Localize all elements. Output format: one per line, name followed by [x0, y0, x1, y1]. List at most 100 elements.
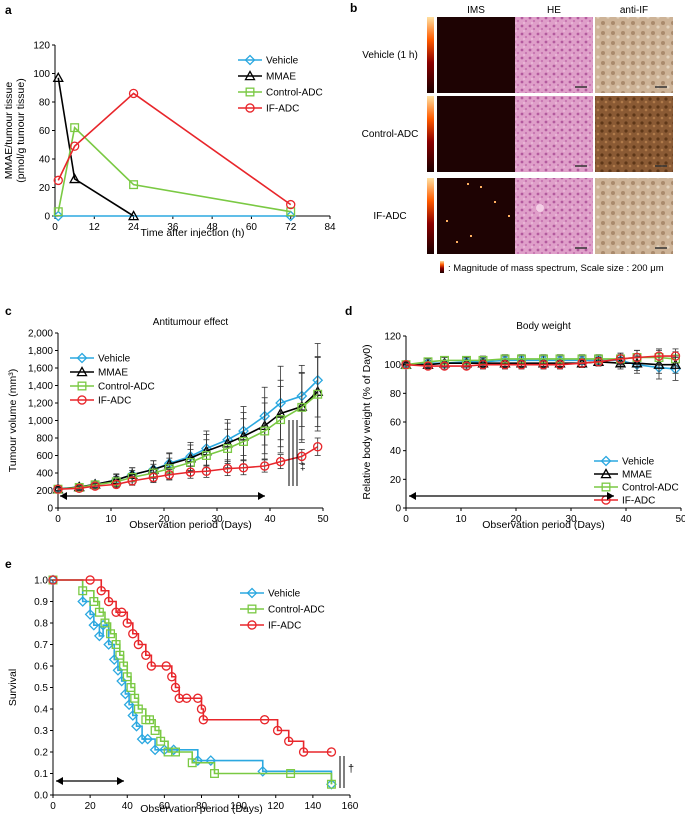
caption-scale-swatch [440, 261, 444, 273]
data-point [297, 402, 307, 412]
ims-signal [456, 241, 458, 243]
y-tick-label: 80 [39, 98, 51, 109]
y-tick-label: 0.5 [34, 683, 48, 694]
x-axis-label: Time after injection (h) [140, 227, 244, 239]
data-point [164, 470, 175, 480]
data-point [131, 720, 142, 732]
data-point [127, 710, 139, 721]
data-point [297, 451, 307, 462]
series-control-adc [48, 575, 336, 789]
data-point [260, 426, 270, 436]
y-tick-label: 1.0 [34, 576, 48, 587]
data-point [593, 357, 604, 367]
data-point [555, 359, 565, 370]
y-tick-label: 40 [390, 446, 402, 457]
x-tick-label: 40 [122, 801, 134, 812]
legend-marker [76, 352, 88, 364]
y-tick-label: 60 [39, 126, 51, 137]
data-point [284, 736, 294, 746]
x-tick-label: 0 [403, 514, 409, 525]
x-axis-label: Observation period (Days) [129, 519, 252, 531]
data-point [313, 389, 323, 399]
x-tick-label: 0 [52, 222, 58, 233]
data-point [286, 207, 296, 217]
data-point [205, 755, 217, 767]
x-tick-label: 160 [342, 801, 359, 812]
ims-signal [470, 235, 472, 237]
legend-label: MMAE [266, 72, 296, 83]
data-point [170, 682, 181, 693]
data-point [122, 672, 132, 682]
data-point [286, 199, 296, 210]
data-point [238, 463, 249, 473]
column-header: anti-IF [620, 5, 648, 16]
x-tick-label: 0 [55, 514, 61, 525]
series-if-adc [48, 575, 337, 757]
data-point [103, 596, 114, 607]
legend-label: Control-ADC [98, 382, 155, 393]
legend: Vehicle Control-ADC IF-ADC [240, 587, 325, 632]
legend-marker [247, 620, 257, 630]
y-tick-label: 0.4 [34, 705, 48, 716]
legend-marker [245, 87, 255, 97]
data-point [161, 661, 171, 671]
anti-if-image [595, 178, 673, 254]
data-point [156, 736, 166, 746]
data-point [439, 361, 450, 371]
data-point [129, 180, 139, 190]
ims-signal [467, 183, 469, 185]
data-point [88, 619, 100, 631]
chart-title: Antitumour effect [153, 317, 229, 328]
x-tick-label: 30 [211, 514, 223, 525]
heat-scale-bar [427, 96, 434, 172]
column-header: HE [547, 5, 561, 16]
data-point [478, 359, 488, 370]
anti-if-image [595, 17, 673, 93]
data-point [461, 361, 472, 371]
legend-marker [601, 482, 611, 492]
row-label: IF-ADC [373, 211, 406, 222]
x-tick-label: 12 [89, 222, 101, 233]
data-point [669, 358, 682, 369]
data-point [115, 650, 125, 660]
data-point [193, 693, 203, 703]
data-point [516, 359, 527, 370]
series-if-adc [53, 88, 296, 210]
treatment-period-arrow-head-right [607, 492, 614, 500]
data-point [106, 629, 116, 639]
ims-signal [508, 215, 510, 217]
x-tick-label: 48 [207, 222, 219, 233]
ims-signal [480, 186, 482, 188]
y-tick-label: 0 [47, 504, 53, 515]
data-point [141, 650, 151, 660]
panel-letter: a [5, 3, 12, 17]
y-tick-label: 0.7 [34, 640, 48, 651]
series-if-adc [401, 348, 681, 371]
y-tick-label: 40 [39, 155, 51, 166]
x-tick-label: 20 [510, 514, 522, 525]
data-point [52, 210, 64, 222]
chart-d: d Body weight 0 20 40 60 80 100 120 0 10 20 30 40 50 Ob… [345, 304, 685, 531]
ims-image [437, 17, 515, 93]
legend-marker [247, 604, 257, 614]
data-point [196, 704, 207, 714]
row-label: Control-ADC [362, 129, 419, 140]
data-point [111, 640, 121, 649]
data-point [286, 769, 296, 778]
data-point [171, 747, 180, 757]
x-tick-label: 50 [317, 514, 329, 525]
x-tick-label: 140 [305, 801, 322, 812]
he-image [515, 96, 593, 172]
data-point [112, 664, 124, 676]
y-tick-label: 20 [39, 183, 51, 194]
legend: Vehicle MMAE Control-ADC IF-ADC [594, 455, 679, 507]
data-point [259, 715, 270, 725]
row-label: Vehicle (1 h) [362, 50, 418, 61]
data-point [174, 693, 184, 703]
legend-marker [244, 54, 256, 66]
data-point [116, 675, 128, 687]
y-tick-label: 120 [33, 41, 50, 52]
significance-annotation: ‡ [300, 462, 306, 473]
y-tick-label: 0.9 [34, 597, 48, 608]
